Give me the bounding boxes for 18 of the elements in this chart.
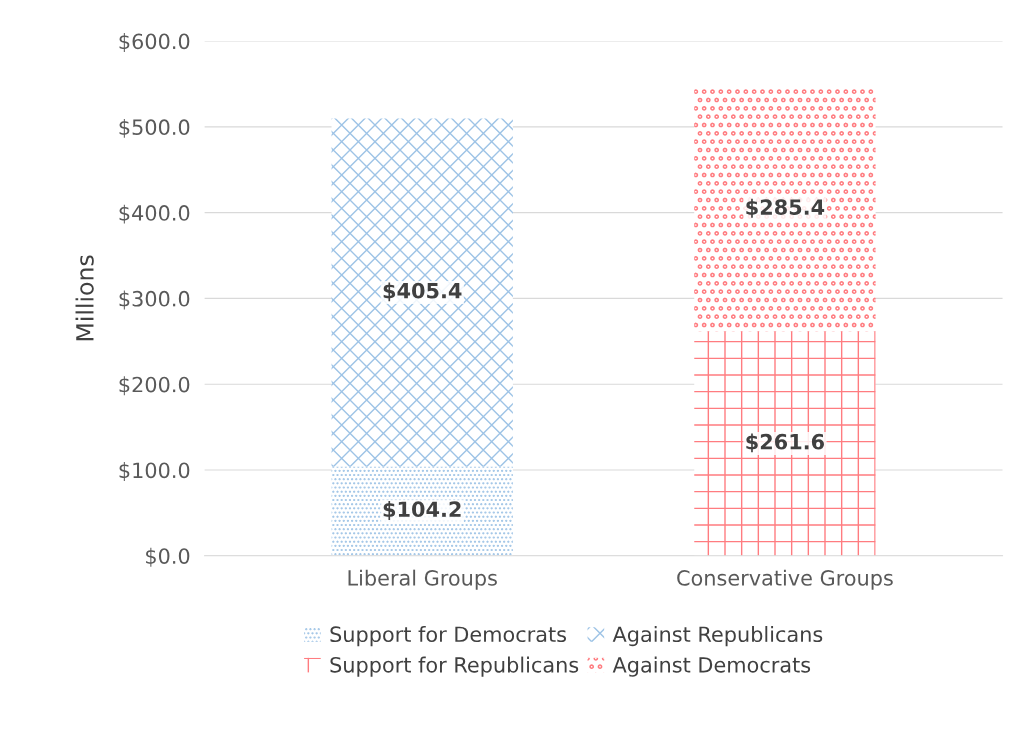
y-tick-label: $300.0 bbox=[119, 290, 190, 310]
x-tick-label: Conservative Groups bbox=[677, 569, 893, 590]
legend-label: Support for Republicans bbox=[330, 656, 579, 677]
y-tick-label: $400.0 bbox=[119, 204, 190, 224]
y-tick-label: $500.0 bbox=[119, 118, 190, 138]
data-label: $285.4 bbox=[746, 198, 825, 218]
legend-label: Against Republicans bbox=[612, 625, 823, 647]
y-tick-label: $200.0 bbox=[119, 376, 190, 396]
y-tick-label: $100.0 bbox=[119, 462, 190, 481]
y-tick-label: $600.0 bbox=[119, 33, 190, 53]
legend-label: Support for Democrats bbox=[330, 625, 567, 647]
data-label: $261.6 bbox=[746, 433, 824, 453]
data-label: $405.4 bbox=[383, 282, 462, 302]
legend-label: Against Democrats bbox=[612, 656, 811, 677]
x-tick-label: Liberal Groups bbox=[348, 569, 497, 590]
y-tick-label: $0.0 bbox=[146, 547, 190, 567]
y-axis-title: Millions bbox=[75, 255, 94, 341]
data-label: $104.2 bbox=[383, 500, 461, 520]
